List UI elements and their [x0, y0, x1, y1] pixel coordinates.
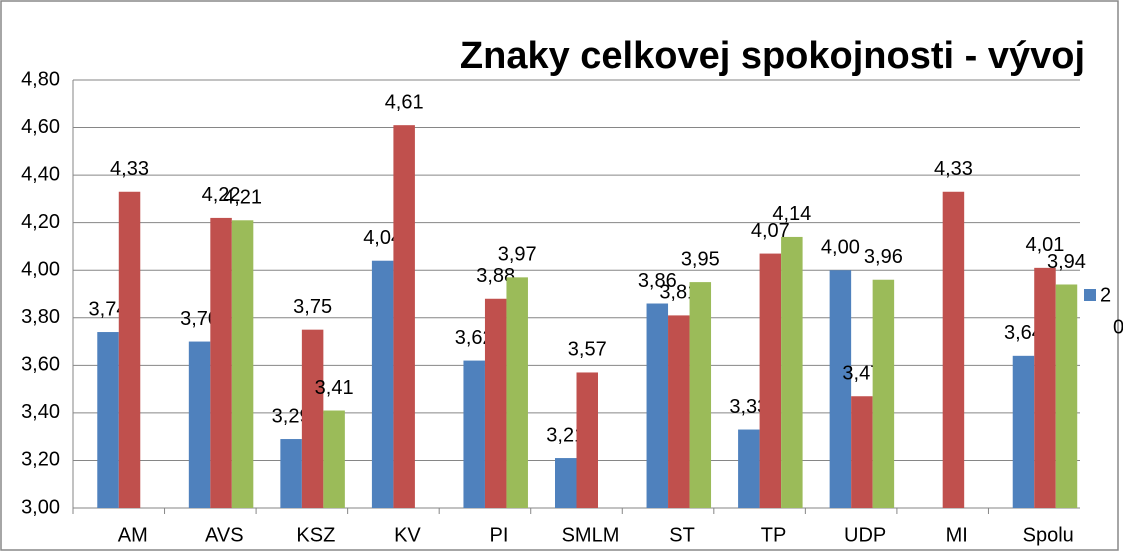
- x-tick-label: Spolu: [1023, 524, 1074, 546]
- bar: [646, 303, 669, 508]
- data-label: 3,95: [681, 248, 720, 270]
- bar: [301, 329, 324, 508]
- data-label: 4,04: [363, 227, 402, 249]
- data-label: 4,00: [821, 237, 860, 259]
- y-tick-label: 3,60: [21, 354, 60, 376]
- bar: [463, 360, 485, 508]
- legend-swatch: [1084, 289, 1096, 301]
- data-label: 3,57: [568, 339, 607, 361]
- data-label: 3,47: [842, 363, 881, 385]
- legend-label-clipped: 0.: [1113, 316, 1123, 338]
- chart-title: Znaky celkovej spokojnosti - vývoj: [460, 35, 1085, 77]
- bar: [689, 282, 712, 508]
- bar: [97, 332, 119, 508]
- data-label: 4,14: [772, 203, 811, 225]
- bar: [484, 298, 507, 508]
- bar: [371, 260, 394, 508]
- data-label: 3,21: [546, 424, 585, 446]
- x-tick-label: UDP: [844, 524, 886, 546]
- data-label: 3,64: [1004, 322, 1043, 344]
- x-tick-label: ST: [669, 524, 695, 546]
- x-tick-label: AVS: [205, 524, 244, 546]
- bar: [1012, 355, 1035, 508]
- data-label: 3,94: [1047, 251, 1086, 273]
- bar: [759, 253, 782, 508]
- y-tick-label: 3,80: [21, 306, 60, 328]
- data-label: 3,75: [293, 296, 332, 318]
- x-tick-label: PI: [490, 524, 509, 546]
- data-label: 4,61: [385, 91, 424, 113]
- bar: [1055, 284, 1078, 508]
- bar: [118, 191, 141, 508]
- x-tick-label: SMLM: [562, 524, 620, 546]
- bar: [280, 439, 302, 508]
- bar: [668, 315, 690, 508]
- data-label: 4,22: [202, 184, 241, 206]
- y-tick-label: 3,20: [21, 449, 60, 471]
- data-label: 4,07: [751, 220, 790, 242]
- data-label: 3,62: [455, 327, 494, 349]
- y-tick-label: 4,80: [21, 68, 60, 90]
- x-tick-label: KSZ: [296, 524, 335, 546]
- x-tick-label: KV: [394, 524, 421, 546]
- y-tick-label: 4,40: [21, 163, 60, 185]
- bar: [393, 125, 415, 508]
- y-tick-label: 4,60: [21, 116, 60, 138]
- y-tick-label: 3,40: [21, 401, 60, 423]
- data-label: 3,86: [638, 270, 677, 292]
- data-label: 4,01: [1026, 234, 1065, 256]
- bar: [872, 279, 895, 508]
- bar: [576, 372, 598, 508]
- bar: [851, 396, 873, 508]
- x-tick-label: TP: [761, 524, 787, 546]
- x-tick-label: MI: [946, 524, 968, 546]
- x-tick-label: AM: [118, 524, 148, 546]
- y-tick-label: 3,00: [21, 496, 60, 518]
- bar: [231, 220, 254, 509]
- data-label: 3,41: [315, 377, 354, 399]
- bar: [323, 410, 345, 508]
- bar: [738, 429, 760, 508]
- data-label: 4,21: [223, 187, 262, 209]
- bar: [1034, 267, 1056, 508]
- data-label: 3,96: [864, 246, 903, 268]
- data-label: 3,29: [272, 405, 311, 427]
- y-tick-label: 4,20: [21, 211, 60, 233]
- data-label: 3,70: [180, 308, 219, 330]
- data-label: 3,97: [498, 244, 537, 266]
- data-label: 3,88: [476, 265, 515, 287]
- legend-label: 2: [1100, 284, 1111, 306]
- data-label: 3,81: [659, 282, 698, 304]
- data-label: 3,33: [729, 396, 768, 418]
- bar: [506, 277, 528, 508]
- bar: [781, 236, 803, 508]
- bar: [555, 458, 577, 508]
- data-label: 4,33: [110, 158, 149, 180]
- data-label: 4,33: [934, 158, 973, 180]
- bar: [942, 191, 965, 508]
- bar: [210, 217, 232, 508]
- bar: [829, 270, 852, 508]
- y-tick-label: 4,00: [21, 259, 60, 281]
- bar: [188, 341, 211, 508]
- data-label: 3,74: [89, 298, 128, 320]
